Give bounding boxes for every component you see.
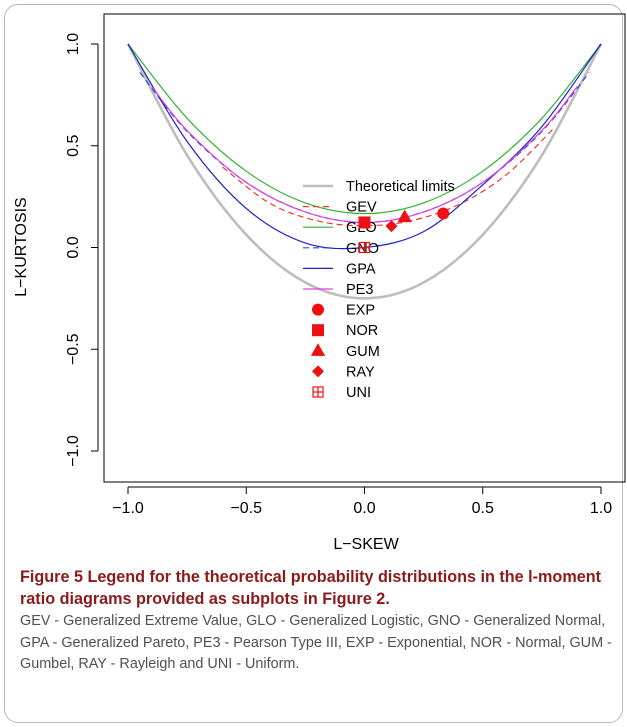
legend-label-ray: RAY (346, 364, 375, 380)
legend-marker-gum (310, 343, 326, 356)
curves (126, 43, 603, 300)
legend-label-gum: GUM (346, 344, 380, 360)
data-point-gum (397, 209, 412, 223)
y-tick-label: 0.0 (65, 236, 82, 258)
x-tick-label: −0.5 (230, 500, 262, 517)
legend-label-theoretical-limits: Theoretical limits (346, 179, 455, 195)
caption-title: Figure 5 Legend for the theoretical prob… (20, 568, 601, 608)
y-axis-label: L−KURTOSIS (13, 197, 30, 296)
legend-marker-nor (312, 324, 324, 337)
x-tick-label: 0.5 (472, 500, 494, 517)
y-tick-label: 0.5 (65, 135, 82, 157)
x-tick-label: 0.0 (353, 500, 375, 517)
data-point-nor (358, 216, 371, 229)
axes: −1.0 −0.5 0.0 0.5 1.0 −1.0 −0.5 0.0 0.5 1.0 (65, 13, 626, 517)
y-tick-label: 1.0 (65, 33, 82, 55)
caption-text: GEV - Generalized Extreme Value, GLO - G… (20, 613, 612, 672)
series-line-glo (127, 43, 602, 215)
legend-marker-uni (312, 386, 324, 398)
x-tick-label: −1.0 (112, 500, 144, 517)
legend-marker-exp (312, 303, 324, 316)
figure-frame (4, 4, 623, 723)
legend: Theoretical limitsGEVGLOGNOGPAPE3EXPNORG… (303, 179, 455, 401)
lmoment-ratio-chart: −1.0 −0.5 0.0 0.5 1.0 −1.0 −0.5 0.0 0.5 1.0 Theor… (13, 13, 626, 553)
y-tick-label: −0.5 (65, 333, 82, 365)
legend-label-gpa: GPA (346, 261, 376, 277)
data-point-exp (437, 207, 450, 220)
points (358, 207, 450, 254)
legend-label-nor: NOR (346, 323, 378, 339)
legend-label-gev: GEV (346, 200, 377, 216)
legend-label-uni: UNI (346, 385, 371, 401)
data-point-uni (358, 241, 371, 254)
y-tick-label: −1.0 (65, 435, 82, 467)
figure-caption: Figure 5 Legend for the theoretical prob… (20, 566, 614, 676)
x-axis-label: L−SKEW (333, 536, 399, 553)
series-line-theoretical-limits (126, 43, 603, 300)
legend-label-exp: EXP (346, 303, 375, 319)
legend-label-gno: GNO (346, 241, 379, 257)
plot-box (103, 13, 626, 483)
data-point-ray (385, 220, 398, 233)
x-tick-label: 1.0 (590, 500, 612, 517)
legend-label-pe3: PE3 (346, 282, 373, 298)
legend-marker-ray (312, 365, 324, 378)
